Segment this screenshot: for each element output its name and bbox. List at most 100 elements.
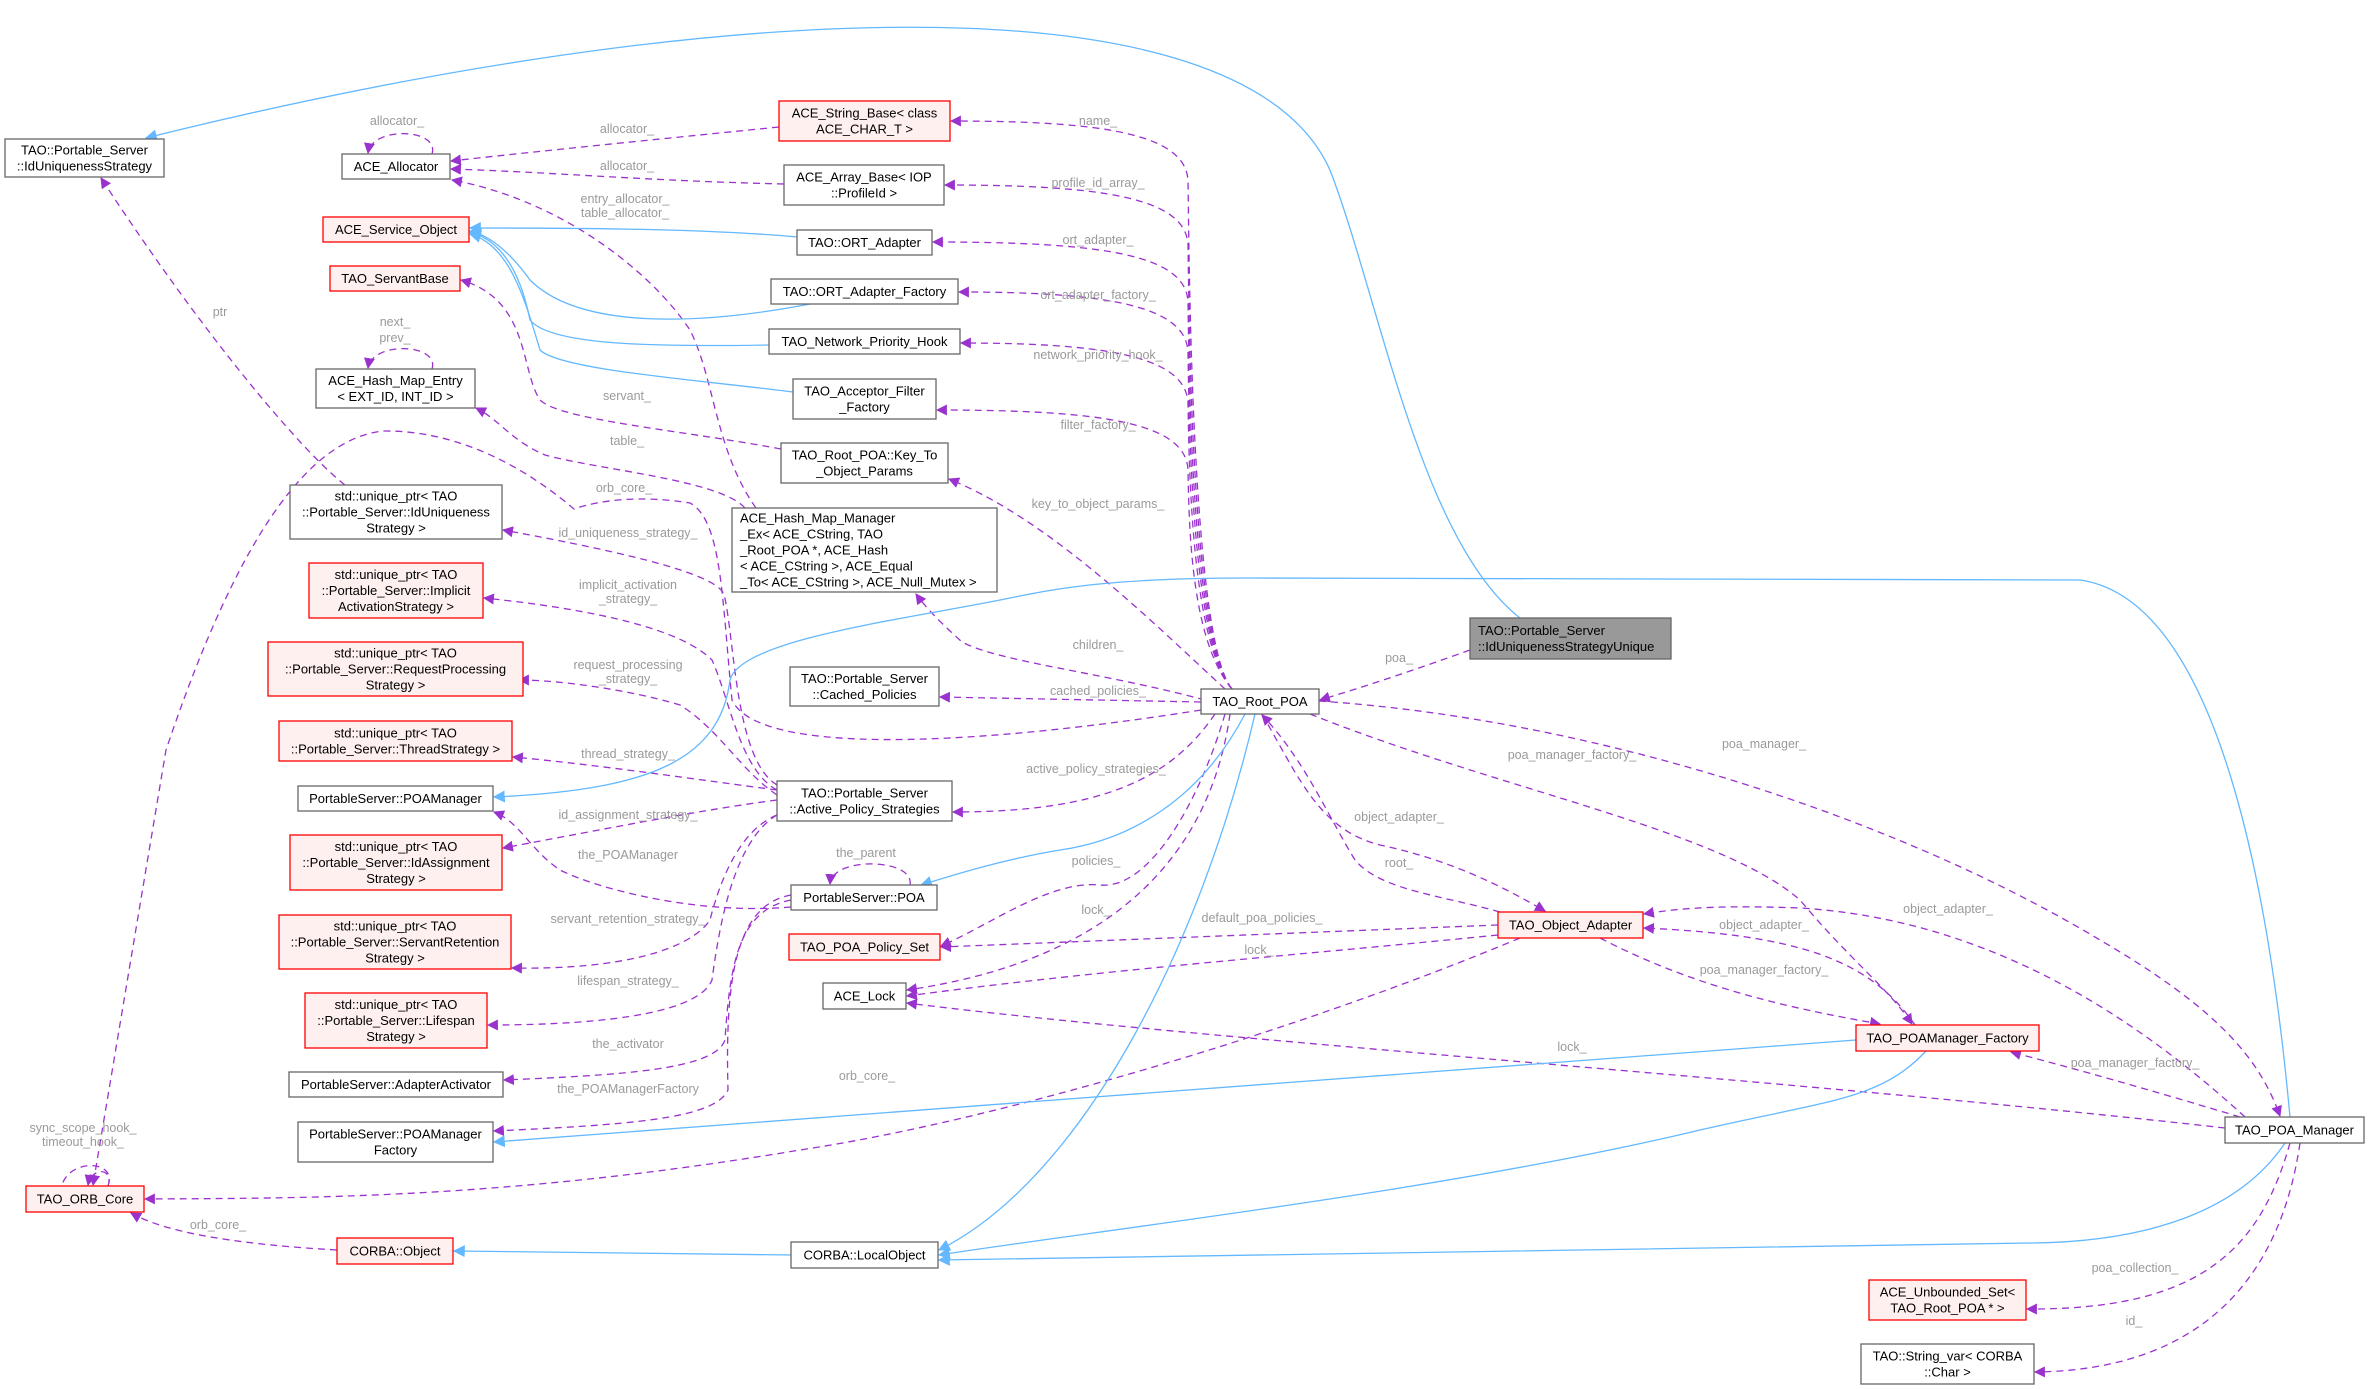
class-node-cached[interactable]: TAO::Portable_Server::Cached_Policies [789,666,940,707]
class-box[interactable] [796,229,933,256]
class-node-up-ts[interactable]: std::unique_ptr< TAO::Portable_Server::T… [278,720,513,762]
class-box[interactable] [783,164,945,206]
class-box[interactable] [1497,911,1644,939]
class-name-line: ActivationStrategy > [338,599,454,614]
class-box[interactable] [4,138,165,178]
class-node-alloc[interactable]: ACE_Allocator [341,153,451,180]
usage-arrow [511,752,778,791]
class-box[interactable] [289,834,503,891]
class-box[interactable] [308,562,484,619]
class-box[interactable] [1469,617,1672,660]
class-node-aa[interactable]: PortableServer::AdapterActivator [288,1071,504,1098]
class-node-up-rp[interactable]: std::unique_ptr< TAO::Portable_Server::R… [267,641,524,697]
class-box[interactable] [288,1071,504,1098]
class-box[interactable] [336,1237,454,1265]
class-box[interactable] [731,507,998,593]
class-node-iusu[interactable]: TAO::Portable_Server::IdUniquenessStrate… [1469,617,1672,660]
class-box[interactable] [789,666,940,707]
class-node-ort[interactable]: TAO::ORT_Adapter [796,229,933,256]
usage-edge-root-to-cached: cached_policies_ [938,684,1202,703]
class-box[interactable] [788,933,941,961]
class-node-servb[interactable]: TAO_ServantBase [329,265,461,292]
class-node-aff[interactable]: TAO_Acceptor_Filter_Factory [792,378,937,420]
usage-edge-poamgr-to-unb: poa_collection_ [2025,1142,2291,1315]
class-node-ortf[interactable]: TAO::ORT_Adapter_Factory [770,278,959,305]
class-box[interactable] [278,914,512,970]
class-box[interactable] [278,720,513,762]
class-name-line: ::Portable_Server::IdAssignment [302,855,490,870]
class-box[interactable] [780,442,949,484]
class-node-oa[interactable]: TAO_Object_Adapter [1497,911,1644,939]
class-node-orb[interactable]: TAO_ORB_Core [25,1185,145,1213]
class-box[interactable] [315,368,476,409]
class-node-poamf[interactable]: PortableServer::POAManagerFactory [297,1121,494,1163]
class-name-line: PortableServer::POAManager [309,1127,482,1142]
class-node-svar[interactable]: TAO::String_var< CORBA::Char > [1860,1343,2035,1385]
class-node-lobj[interactable]: CORBA::LocalObject [790,1241,939,1269]
class-name-line: Factory [374,1143,418,1158]
class-node-hme[interactable]: ACE_Hash_Map_Entry< EXT_ID, INT_ID > [315,368,476,409]
class-node-nph[interactable]: TAO_Network_Priority_Hook [768,328,961,355]
class-node-arrb[interactable]: ACE_Array_Base< IOP::ProfileId > [783,164,945,206]
edge-label: orb_core_ [839,1069,896,1083]
class-name-line: TAO_POA_Manager [2235,1123,2355,1138]
class-node-up-ls[interactable]: std::unique_ptr< TAO::Portable_Server::L… [304,992,488,1049]
class-box[interactable] [1200,688,1320,715]
class-node-svc[interactable]: ACE_Service_Object [322,216,470,243]
class-box[interactable] [1860,1343,2035,1385]
usage-edge-cobj-to-orb: orb_core_ [130,1212,338,1251]
class-node-poamfac[interactable]: TAO_POAManager_Factory [1855,1024,2040,1052]
class-node-up-ia[interactable]: std::unique_ptr< TAO::Portable_Server::I… [308,562,484,619]
class-box[interactable] [329,265,461,292]
class-node-root[interactable]: TAO_Root_POA [1200,688,1320,715]
usage-arrow [957,286,1233,690]
class-box[interactable] [790,1241,939,1269]
edge-label: the_POAManagerFactory [557,1082,699,1096]
usage-edge-ktop-to-servb: servant_ [459,277,782,450]
class-box[interactable] [1855,1024,2040,1052]
class-node-ktop[interactable]: TAO_Root_POA::Key_To_Object_Params [780,442,949,484]
class-box[interactable] [2224,1116,2365,1144]
class-node-poamgr[interactable]: TAO_POA_Manager [2224,1116,2365,1144]
class-node-poa[interactable]: PortableServer::POA [790,884,938,911]
class-box[interactable] [297,785,494,812]
class-name-line: Strategy > [365,951,425,966]
class-box[interactable] [289,484,503,540]
class-name-line: Strategy > [366,871,426,886]
usage-edge-oa-to-pps: default_poa_policies_ [939,911,1499,953]
usage-edge-poa-to-aa: the_activator [502,899,792,1086]
class-box[interactable] [297,1121,494,1163]
class-box[interactable] [790,884,938,911]
class-box[interactable] [304,992,488,1049]
class-box[interactable] [778,100,951,142]
class-box[interactable] [267,641,524,697]
class-box[interactable] [1868,1279,2027,1321]
class-box[interactable] [792,378,937,420]
class-name-line: std::unique_ptr< TAO [335,489,458,504]
class-node-poam[interactable]: PortableServer::POAManager [297,785,494,812]
class-node-unb[interactable]: ACE_Unbounded_Set<TAO_Root_POA * > [1868,1279,2027,1321]
usage-arrow [492,894,792,1137]
class-node-aps[interactable]: TAO::Portable_Server::Active_Policy_Stra… [776,780,953,822]
class-box[interactable] [770,278,959,305]
class-node-cobj[interactable]: CORBA::Object [336,1237,454,1265]
class-node-up-sr[interactable]: std::unique_ptr< TAO::Portable_Server::S… [278,914,512,970]
class-box[interactable] [768,328,961,355]
class-box[interactable] [776,780,953,822]
usage-arrow [486,814,778,1031]
class-box[interactable] [341,153,451,180]
class-node-up-ida[interactable]: std::unique_ptr< TAO::Portable_Server::I… [289,834,503,891]
usage-arrow [1642,922,1916,1026]
class-node-pps[interactable]: TAO_POA_Policy_Set [788,933,941,961]
class-node-up-iu[interactable]: std::unique_ptr< TAO::Portable_Server::I… [289,484,503,540]
class-node-hmm[interactable]: ACE_Hash_Map_Manager_Ex< ACE_CString, TA… [731,507,998,593]
class-box[interactable] [25,1185,145,1213]
usage-arrow [517,674,778,796]
class-node-ius[interactable]: TAO::Portable_Server::IdUniquenessStrate… [4,138,165,178]
class-box[interactable] [322,216,470,243]
usage-edge-poamfac-to-oa: object_adapter_ [1642,918,1916,1026]
class-box[interactable] [822,982,907,1010]
class-name-line: TAO_Acceptor_Filter [804,384,925,399]
class-node-lock[interactable]: ACE_Lock [822,982,907,1010]
